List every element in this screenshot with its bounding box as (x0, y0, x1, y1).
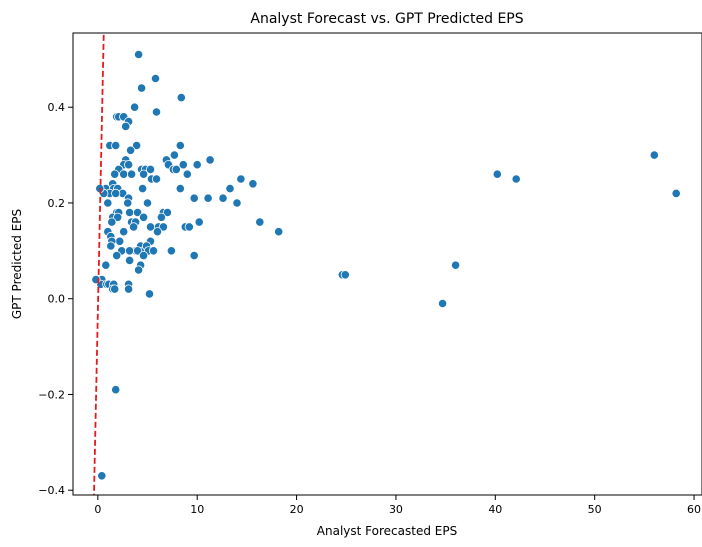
data-point (171, 164, 181, 174)
data-point (110, 284, 120, 294)
data-point (158, 222, 168, 232)
data-point (232, 198, 242, 208)
data-point (169, 150, 179, 160)
data-point (151, 174, 162, 184)
data-point (127, 169, 137, 179)
data-point (274, 227, 284, 237)
data-point (255, 217, 265, 227)
data-point (166, 246, 176, 256)
data-point (133, 207, 143, 218)
data-point (142, 198, 153, 208)
data-point (148, 246, 159, 256)
data-point (182, 169, 192, 179)
data-point (145, 164, 156, 174)
data-point (175, 184, 185, 194)
data-point (101, 260, 111, 270)
data-point (121, 121, 131, 132)
data-point (129, 222, 139, 232)
data-point (178, 160, 188, 170)
data-point (125, 207, 135, 218)
data-point (110, 169, 120, 179)
data-point (119, 227, 129, 237)
data-point (194, 217, 204, 227)
data-point (106, 241, 116, 251)
data-point (156, 212, 166, 222)
data-point (124, 284, 134, 294)
data-point (192, 160, 202, 170)
data-point (205, 155, 215, 165)
data-point (437, 298, 448, 309)
data-point (162, 207, 172, 218)
x-tick-label: 50 (588, 503, 602, 516)
x-tick-label: 60 (687, 503, 701, 516)
data-point (189, 251, 199, 261)
plot-area (91, 33, 681, 495)
data-point (137, 83, 147, 93)
data-point (175, 140, 185, 151)
y-tick-label: −0.2 (38, 388, 65, 401)
data-point (218, 193, 228, 203)
data-point (134, 265, 144, 275)
data-point (671, 188, 681, 198)
data-point (134, 49, 144, 60)
data-point (124, 160, 134, 170)
data-point (248, 179, 258, 189)
plot-frame (72, 32, 702, 496)
data-point (139, 169, 149, 179)
y-tick-label: 0.4 (48, 101, 66, 114)
data-point (138, 184, 148, 194)
data-point (225, 184, 235, 194)
data-point (236, 174, 246, 184)
x-tick-label: 30 (389, 503, 403, 516)
data-point (492, 169, 502, 179)
data-point (123, 198, 133, 208)
x-axis-label: Analyst Forecasted EPS (317, 524, 457, 538)
y-tick-label: 0.0 (48, 293, 66, 306)
data-point (649, 150, 659, 160)
data-point (450, 260, 461, 270)
data-point (203, 193, 213, 203)
data-point (107, 217, 117, 227)
data-point (151, 107, 162, 117)
data-point (119, 169, 129, 179)
data-point (125, 255, 135, 265)
data-point (152, 227, 163, 237)
data-point (111, 385, 121, 395)
data-point (130, 102, 140, 112)
data-point (139, 212, 149, 222)
data-point (139, 251, 149, 261)
x-tick-label: 10 (190, 503, 204, 516)
x-tick-label: 20 (290, 503, 304, 516)
data-point (132, 140, 142, 151)
data-point (150, 73, 161, 84)
y-axis: −0.4 −0.2 0.0 0.2 0.4 (38, 101, 73, 497)
data-point (103, 198, 113, 208)
data-point (145, 222, 156, 232)
y-axis-label: GPT Predicted EPS (10, 209, 24, 319)
data-point (111, 188, 121, 198)
x-axis: 0 10 20 30 40 50 60 (94, 495, 701, 516)
data-point (125, 246, 135, 256)
data-point (340, 270, 350, 280)
reference-line (93, 33, 105, 495)
data-point (176, 93, 186, 103)
y-tick-label: 0.2 (48, 197, 66, 210)
data-point (511, 174, 521, 184)
x-tick-label: 0 (94, 503, 101, 516)
data-point (97, 471, 107, 481)
data-point (189, 193, 199, 203)
data-point (112, 251, 122, 261)
data-point (113, 212, 123, 222)
data-point (133, 246, 143, 256)
data-point (111, 140, 121, 151)
y-tick-label: −0.4 (38, 484, 65, 497)
data-point (184, 222, 194, 232)
data-point (115, 236, 125, 246)
data-point (126, 145, 136, 155)
x-tick-label: 40 (488, 503, 502, 516)
data-point (144, 289, 155, 299)
chart-title: Analyst Forecast vs. GPT Predicted EPS (250, 11, 523, 27)
